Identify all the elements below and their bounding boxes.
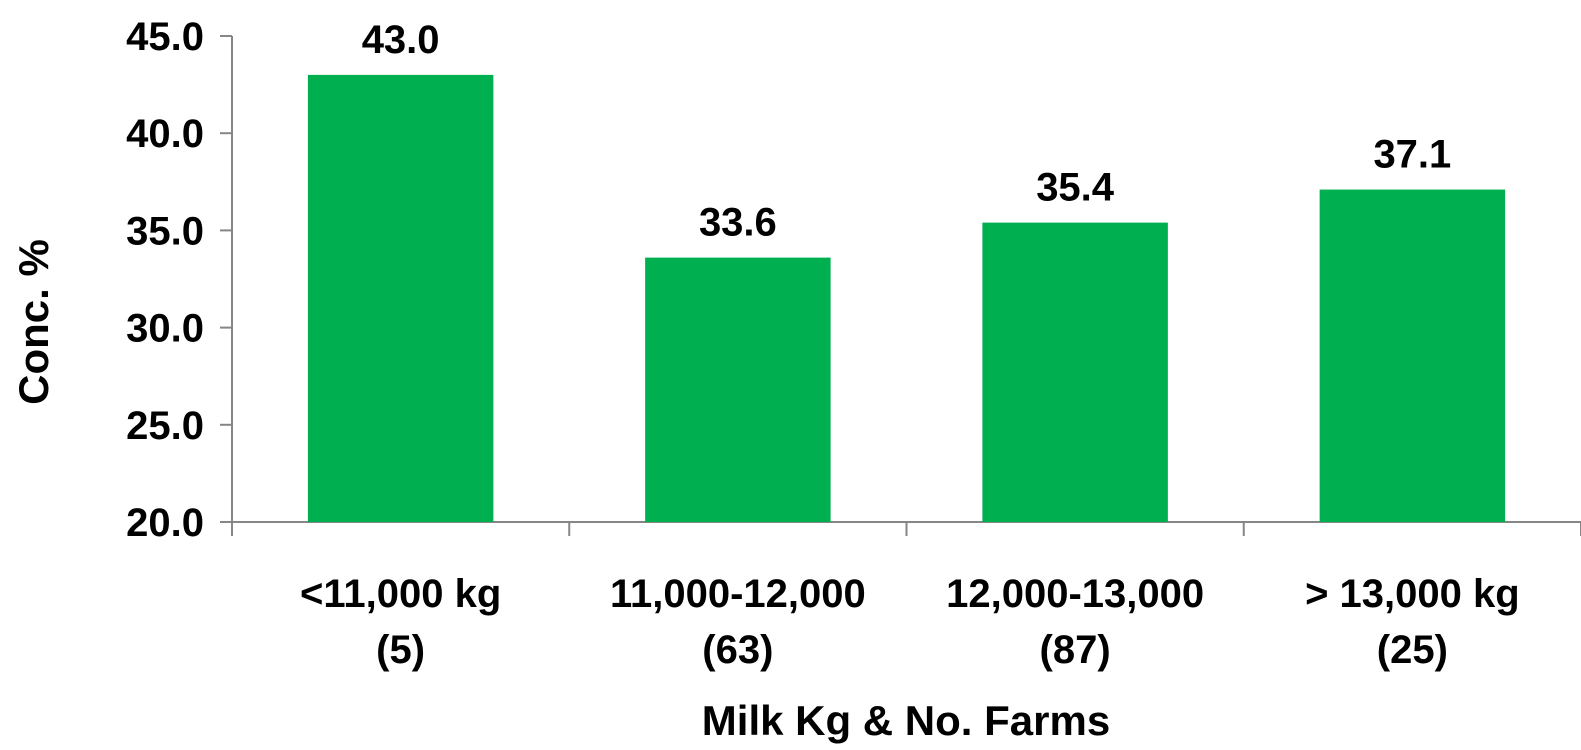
y-tick-label: 25.0 [126, 404, 204, 448]
x-axis-title: Milk Kg & No. Farms [702, 697, 1110, 744]
y-axis-title: Conc. % [10, 239, 57, 405]
x-axis [231, 521, 1581, 536]
data-labels: 43.0 33.6 35.4 37.1 [362, 18, 1452, 245]
y-tick-label: 20.0 [126, 501, 204, 545]
x-tick-label: > 13,000 kg [1305, 572, 1520, 616]
bar [1319, 189, 1506, 523]
bar [982, 222, 1168, 522]
bar [645, 257, 831, 522]
y-tick-label: 45.0 [126, 15, 204, 59]
bar [307, 74, 494, 522]
x-tick-label: (63) [702, 628, 773, 672]
x-tick-label: <11,000 kg [300, 572, 501, 616]
data-label: 43.0 [362, 18, 440, 62]
y-tick-label: 30.0 [126, 307, 204, 351]
y-tick-label: 35.0 [126, 209, 204, 253]
y-axis: 20.0 25.0 30.0 35.0 40.0 45.0 [126, 15, 233, 545]
category-labels: <11,000 kg (5) 11,000-12,000 (63) 12,000-13,… [300, 572, 1520, 672]
x-tick-label: 12,000-13,000 [946, 572, 1204, 616]
data-label: 37.1 [1373, 133, 1451, 177]
x-tick-label: (87) [1040, 628, 1111, 672]
x-tick-label: 11,000-12,000 [610, 572, 866, 616]
x-tick-label: (25) [1377, 628, 1448, 672]
data-label: 35.4 [1036, 166, 1115, 210]
y-tick-label: 40.0 [126, 112, 204, 156]
bars [307, 74, 1506, 523]
data-label: 33.6 [699, 201, 777, 245]
x-tick-label: (5) [376, 628, 425, 672]
